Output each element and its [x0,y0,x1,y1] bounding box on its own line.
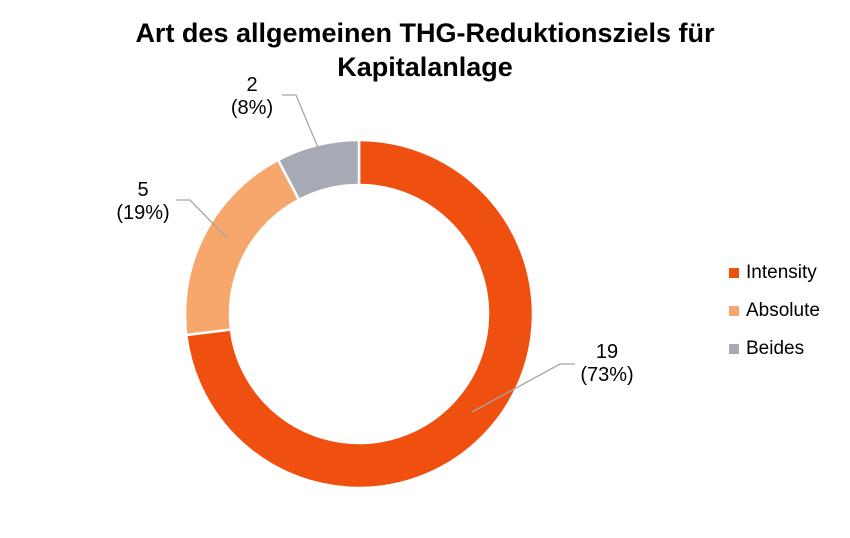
chart-title: Art des allgemeinen THG-Reduktionsziels … [135,18,715,82]
legend-item-absolute: Absolute [729,300,820,322]
leader-line-absolute [176,199,229,240]
donut-segment-absolute [183,158,301,337]
legend-item-beides: Beides [729,338,820,360]
data-label-absolute-count: 5 [137,179,149,201]
legend-label-intensity: Intensity [746,262,817,283]
donut-segment-beides [276,138,361,202]
legend-item-intensity: Intensity [729,262,820,284]
data-label-beides-count: 2 [246,74,258,96]
data-label-intensity: 19 (73%) [552,341,662,387]
data-label-absolute-percent: (19%) [116,202,170,224]
data-label-intensity-count: 19 [595,341,619,363]
data-label-beides: 2 (8%) [197,74,307,120]
legend-label-beides: Beides [746,338,805,359]
legend-marker-beides-icon [729,344,739,354]
legend-label-absolute: Absolute [746,300,820,321]
leader-line-beides [282,94,320,151]
donut-segment-intensity [184,138,535,490]
leader-line-intensity [471,363,575,413]
data-label-intensity-percent: (73%) [580,364,634,386]
legend-marker-intensity-icon [729,268,739,278]
data-label-absolute: 5 (19%) [88,179,198,225]
chart-legend: Intensity Absolute Beides [729,262,820,376]
legend-marker-absolute-icon [729,306,739,316]
data-label-beides-percent: (8%) [230,97,274,119]
